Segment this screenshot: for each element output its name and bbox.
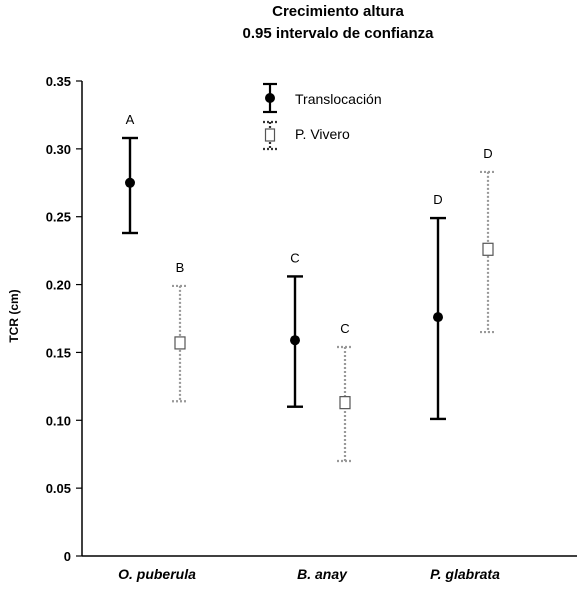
point-s0-p0: [125, 177, 135, 188]
point-s0-p1: [290, 335, 300, 346]
y-tick-label-6: 0.30: [46, 142, 71, 157]
chart-title-line-2: 0.95 intervalo de confianza: [243, 25, 435, 42]
y-tick-label-7: 0.35: [46, 74, 71, 89]
point-s1-p1: [339, 396, 351, 410]
y-tick-label-5: 0.25: [46, 210, 71, 225]
y-tick-label-3: 0.15: [46, 345, 71, 360]
y-ticks: 0 0.05 0.10 0.15 0.20 0.25 0.30 0.35: [46, 74, 82, 564]
group-label-s1-p2: D: [483, 146, 492, 161]
data-marks: A C D B C D: [122, 112, 496, 463]
legend-series-0-label: Translocación: [295, 91, 382, 107]
legend-series-1-marker: [264, 128, 276, 142]
group-label-s1-p1: C: [340, 321, 349, 336]
x-labels: O. puberula B. anay P. glabrata: [118, 566, 500, 582]
group-label-s0-p1: C: [290, 250, 299, 265]
point-s1-p0: [174, 336, 186, 350]
legend-series-0-marker: [265, 93, 275, 103]
x-category-label-0: O. puberula: [118, 566, 196, 582]
point-s0-p2: [433, 312, 443, 323]
group-label-s0-p2: D: [433, 192, 442, 207]
group-label-s0-p0: A: [126, 112, 135, 127]
x-category-label-1: B. anay: [297, 566, 348, 582]
y-tick-label-4: 0.20: [46, 278, 71, 293]
legend: Translocación P. Vivero: [263, 82, 382, 151]
y-axis-label: TCR (cm): [7, 289, 21, 342]
y-tick-label-1: 0.05: [46, 481, 71, 496]
y-tick-label-2: 0.10: [46, 413, 71, 428]
y-tick-label-0: 0: [64, 549, 71, 564]
chart-title-line-1: Crecimiento altura: [272, 3, 404, 20]
x-category-label-2: P. glabrata: [430, 566, 500, 582]
legend-series-1-label: P. Vivero: [295, 126, 350, 142]
point-s1-p2: [482, 242, 494, 256]
group-label-s1-p0: B: [176, 260, 185, 275]
